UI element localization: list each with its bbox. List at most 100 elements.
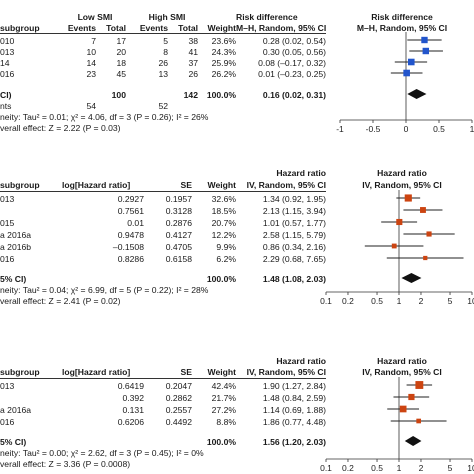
total-low-header: Total — [106, 23, 126, 33]
subgroup-header: subgroup — [0, 367, 40, 377]
study-label: a 2016b — [0, 242, 32, 252]
ci-value: 0.08 (–0.17, 0.32) — [258, 58, 326, 68]
events-high-header: Events — [139, 23, 168, 33]
total-n-low: 100 — [111, 90, 126, 100]
plot-method-header: M–H, Random, 95% CI — [356, 23, 448, 33]
study-label: 013 — [0, 47, 15, 57]
total-low: 18 — [116, 58, 126, 68]
study-label: a 2016a — [0, 405, 32, 415]
loghr-value: –0.1508 — [112, 242, 144, 252]
loghr-value: 0.2927 — [117, 194, 144, 204]
weight-value: 20.7% — [211, 218, 236, 228]
study-marker — [421, 36, 428, 44]
weight-value: 18.5% — [211, 206, 236, 216]
axis-tick-label: 0.1 — [320, 296, 332, 306]
effect-header: Hazard ratio — [276, 168, 326, 178]
axis-tick-label: 1 — [397, 463, 402, 473]
subgroup-header: subgroup — [0, 23, 40, 33]
forest-plot-panel-1: -1 -0.5 0 0.5 1 — [336, 32, 474, 134]
axis-tick-label: 0 — [404, 124, 409, 134]
study-marker — [399, 405, 407, 413]
axis-tick-label: 0.5 — [371, 463, 383, 473]
forest-plot-panel-2: 0.1 0.2 0.5 1 2 5 10 — [320, 190, 474, 306]
total-ci: 1.48 (1.08, 2.03) — [262, 274, 326, 284]
axis-tick-label: 5 — [448, 296, 453, 306]
ci-value: 1.48 (0.84, 2.59) — [262, 393, 326, 403]
ci-value: 0.01 (–0.23, 0.25) — [258, 69, 326, 79]
loghr-value: 0.8286 — [117, 254, 144, 264]
events-low: 7 — [91, 36, 96, 46]
study-label: 14 — [0, 58, 10, 68]
total-high: 37 — [188, 58, 198, 68]
ci-value: 1.14 (0.69, 1.88) — [262, 405, 326, 415]
loghr-header: log[Hazard ratio] — [62, 180, 131, 190]
study-label: 016 — [0, 417, 15, 427]
study-marker — [408, 393, 415, 401]
weight-header: Weight — [207, 180, 236, 190]
heterogeneity-text: neity: Tau² = 0.04; χ² = 6.99, df = 5 (P… — [0, 285, 209, 295]
axis-tick-label: 1 — [470, 124, 474, 134]
loghr-header: log[Hazard ratio] — [62, 367, 131, 377]
study-label: 013 — [0, 194, 15, 204]
effect-header: Risk difference — [236, 12, 298, 22]
study-marker — [422, 47, 430, 55]
heterogeneity-text: neity: Tau² = 0.01; χ² = 4.06, df = 3 (P… — [0, 112, 209, 122]
se-value: 0.4492 — [165, 417, 192, 427]
header-rule — [0, 378, 326, 379]
ci-value: 1.34 (0.92, 1.95) — [262, 194, 326, 204]
weight-value: 12.2% — [211, 230, 236, 240]
events-high: 13 — [158, 69, 168, 79]
study-label: 016 — [0, 69, 15, 79]
events-low: 14 — [86, 58, 96, 68]
se-header: SE — [180, 367, 192, 377]
group-high-header: High SMI — [148, 12, 186, 22]
total-weight: 100.0% — [206, 437, 236, 447]
axis-tick-label: -0.5 — [366, 124, 381, 134]
study-label: 015 — [0, 218, 15, 228]
header-rule — [0, 33, 326, 34]
pooled-diamond — [407, 89, 427, 99]
ci-value: 2.58 (1.15, 5.79) — [262, 230, 326, 240]
axis-tick-label: 10 — [467, 296, 474, 306]
plot-method-header: IV, Random, 95% CI — [362, 180, 442, 190]
axis-tick-label: 0.1 — [320, 463, 332, 473]
heterogeneity-text: neity: Tau² = 0.00; χ² = 2.62, df = 3 (P… — [0, 448, 204, 458]
total-events-label: nts — [0, 101, 12, 111]
study-marker — [423, 255, 428, 261]
loghr-value: 0.392 — [122, 393, 144, 403]
study-marker — [407, 58, 415, 66]
method-header: IV, Random, 95% CI — [246, 367, 326, 377]
study-marker — [396, 218, 403, 226]
method-header: M–H, Random, 95% CI — [236, 23, 327, 33]
total-high-header: Total — [178, 23, 198, 33]
loghr-value: 0.7561 — [117, 206, 144, 216]
events-high: 26 — [158, 58, 168, 68]
loghr-value: 0.6206 — [117, 417, 144, 427]
total-label: CI) — [0, 90, 12, 100]
total-label: 5% CI) — [0, 274, 27, 284]
total-high: 26 — [188, 69, 198, 79]
weight-value: 23.6% — [211, 36, 236, 46]
axis-tick-label: 1 — [397, 296, 402, 306]
loghr-value: 0.01 — [127, 218, 144, 228]
plot-method-header: IV, Random, 95% CI — [362, 367, 442, 377]
weight-value: 42.4% — [211, 381, 236, 391]
study-label: a 2016a — [0, 230, 32, 240]
ci-value: 0.28 (0.02, 0.54) — [262, 36, 326, 46]
events-low: 10 — [86, 47, 96, 57]
total-events-high: 52 — [158, 101, 168, 111]
axis-tick-label: 0.5 — [371, 296, 383, 306]
axis-tick-label: 10 — [467, 463, 474, 473]
events-low-header: Events — [67, 23, 96, 33]
overall-effect-text: verall effect: Z = 2.22 (P = 0.03) — [0, 123, 121, 133]
header-rule — [0, 191, 326, 192]
se-value: 0.2862 — [165, 393, 192, 403]
events-high: 5 — [163, 36, 168, 46]
se-value: 0.2557 — [165, 405, 192, 415]
overall-effect-text: verall effect: Z = 2.41 (P = 0.02) — [0, 296, 121, 306]
forest-plot-panel-3: 0.1 0.2 0.5 1 2 5 10 — [320, 377, 474, 473]
total-low: 17 — [116, 36, 126, 46]
events-high: 8 — [163, 47, 168, 57]
axis-tick-label: 2 — [419, 463, 424, 473]
